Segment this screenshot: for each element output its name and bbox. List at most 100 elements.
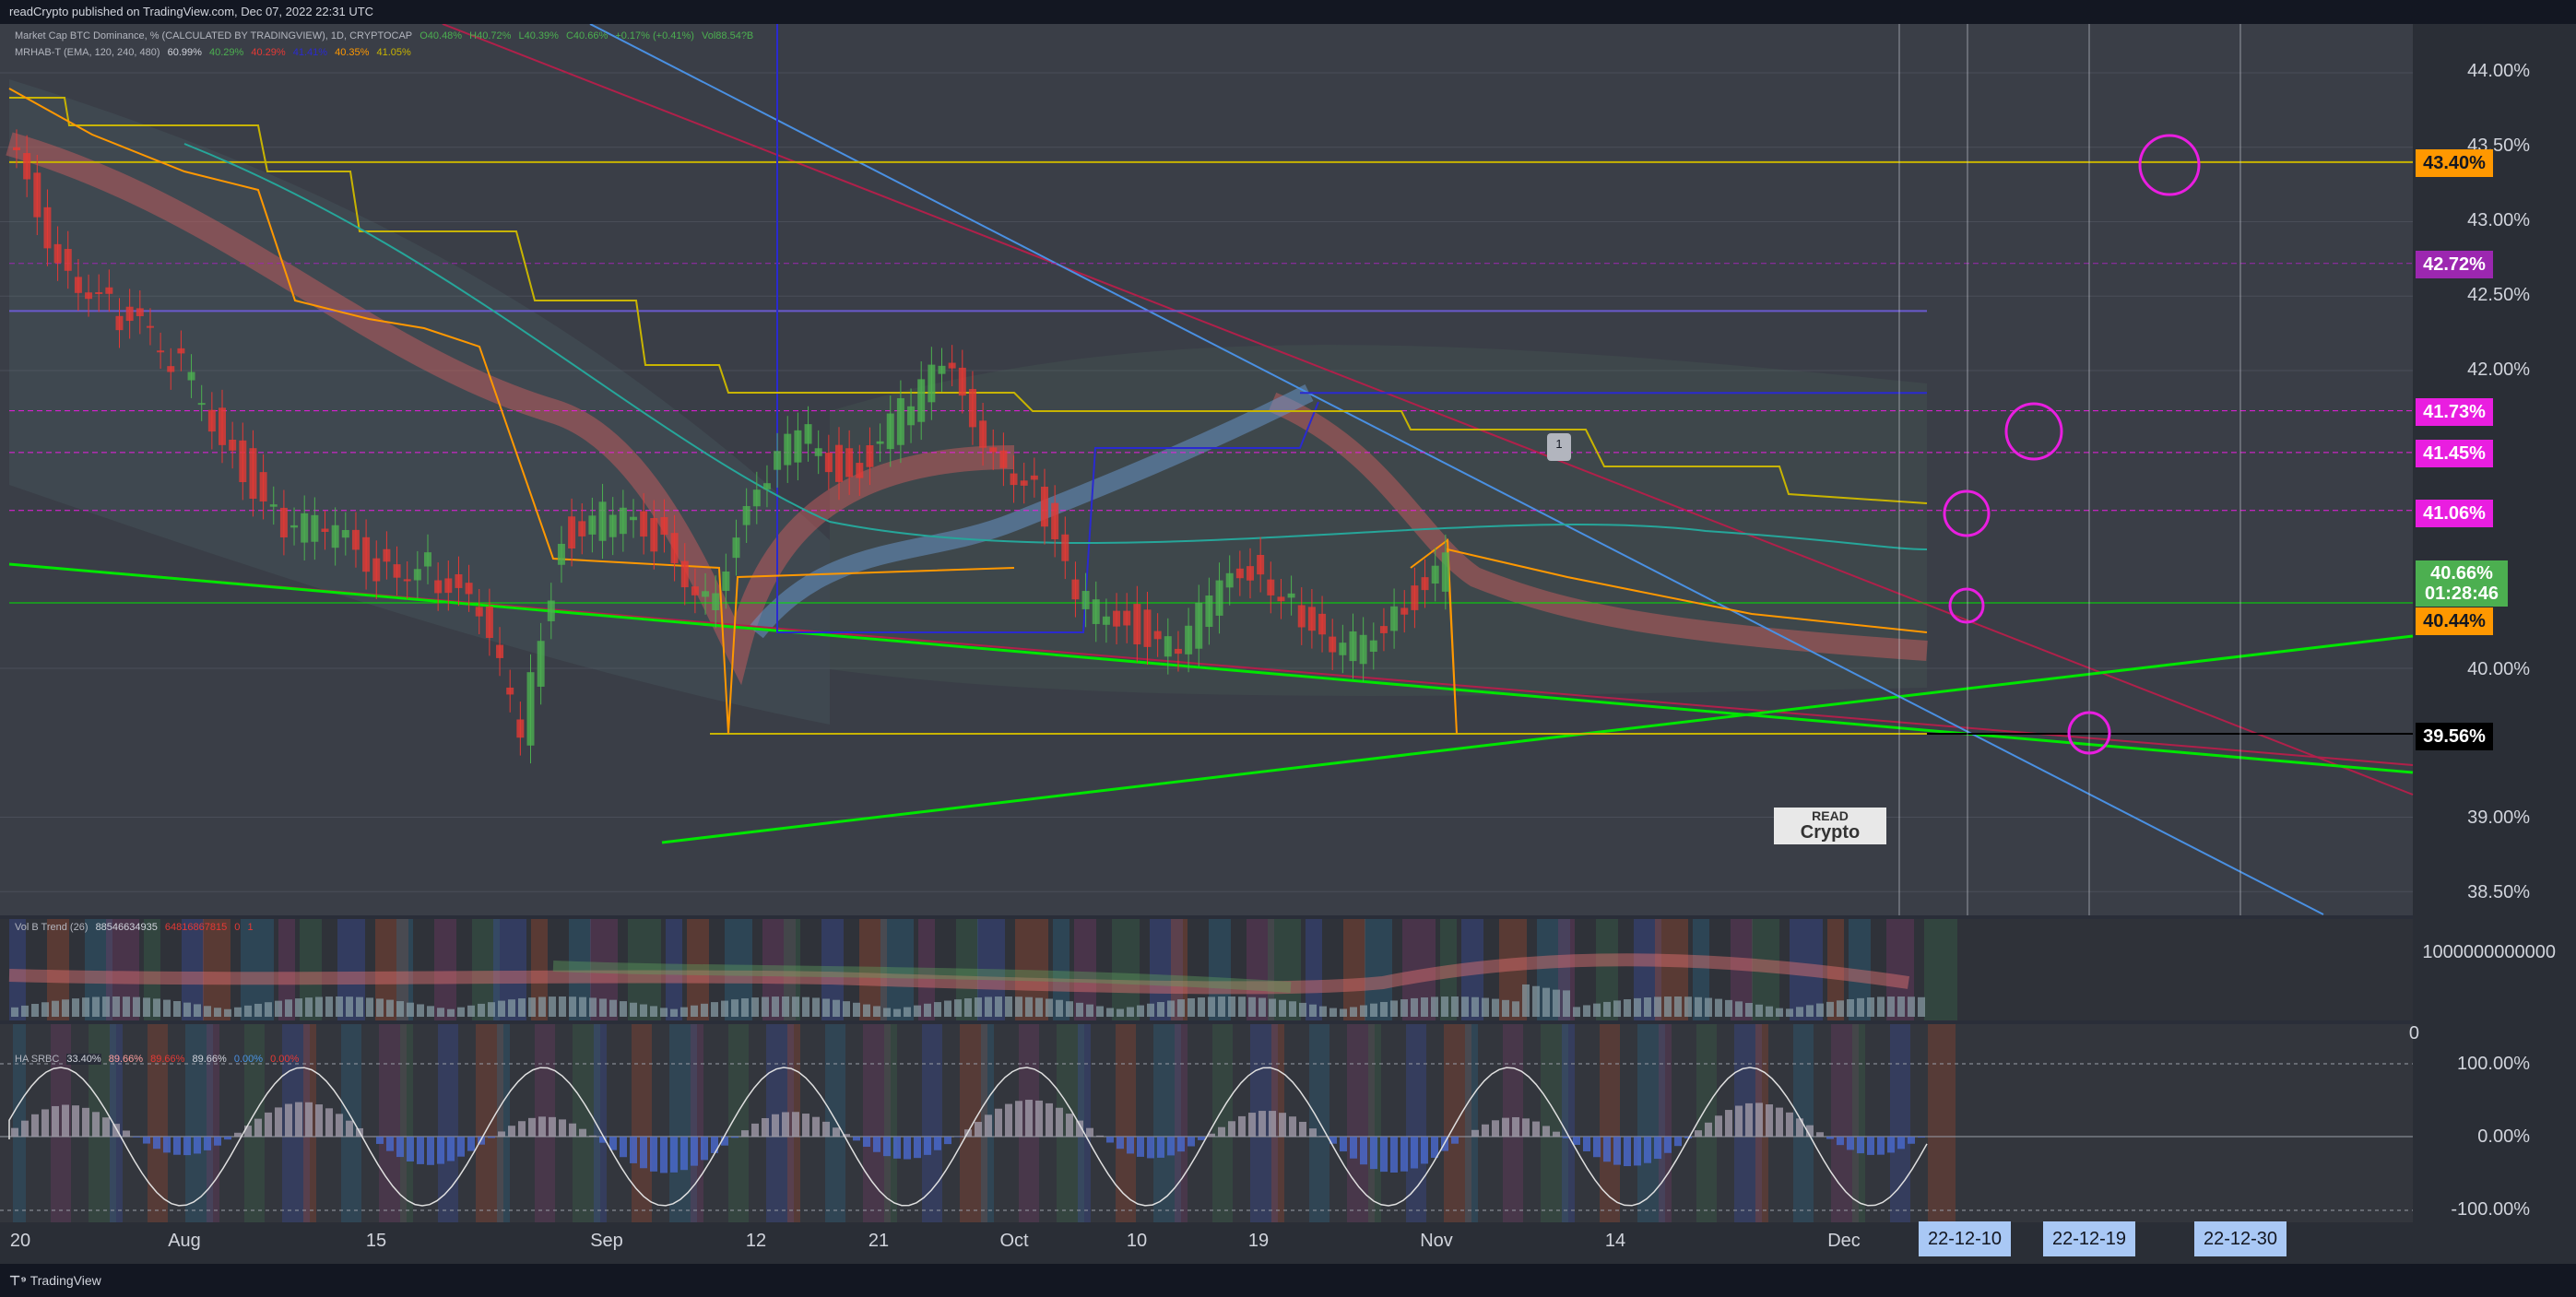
ha-bar: [1451, 1137, 1459, 1144]
volume-bar: [21, 1005, 29, 1017]
ha-bar: [640, 1137, 647, 1169]
ha-bar: [407, 1137, 414, 1161]
ha-bar: [295, 1102, 302, 1137]
volume-bar: [457, 1007, 465, 1017]
candle-body: [928, 364, 936, 403]
candle-body: [742, 506, 750, 525]
ha-bar: [1553, 1131, 1560, 1137]
candle-body: [53, 243, 62, 264]
main-pane[interactable]: [0, 24, 2413, 915]
ha-bar: [1289, 1116, 1296, 1137]
x-tick-label: 21: [868, 1231, 890, 1251]
ha-bar: [995, 1108, 1002, 1137]
ha-bar: [1563, 1137, 1570, 1138]
date-range-label: 22-12-30: [2194, 1221, 2286, 1256]
candle-body: [1411, 585, 1419, 610]
ha-bar: [782, 1112, 789, 1137]
volume-band: [1171, 919, 1188, 1020]
ha-bar: [1086, 1127, 1093, 1137]
candle-body: [1297, 605, 1306, 628]
ha-bar: [1918, 1137, 1925, 1138]
volume-bar: [478, 1003, 485, 1017]
candle-body: [1081, 591, 1090, 609]
candle-body: [125, 306, 134, 322]
blue-trendline: [589, 24, 2324, 915]
ha-bar: [1766, 1104, 1773, 1137]
x-tick-label: Aug: [168, 1231, 201, 1251]
ha-bar: [52, 1105, 59, 1137]
y-tick-label: 40.00%: [2467, 659, 2530, 679]
candle-body: [95, 291, 103, 294]
ha-bar: [1400, 1137, 1408, 1172]
volume-bar: [214, 1008, 221, 1017]
volume-bar: [975, 997, 982, 1017]
candle-body: [1287, 593, 1295, 598]
ha-band: [1078, 1024, 1091, 1222]
volume-bar: [1563, 990, 1570, 1017]
candle-body: [1431, 565, 1439, 584]
ha-bar: [1471, 1129, 1479, 1137]
volume-bar: [1340, 1008, 1347, 1017]
ema-ribbon: [1268, 392, 1928, 661]
volume-bar: [1816, 1003, 1824, 1017]
ha-bar: [1106, 1137, 1114, 1143]
ha-bar: [1532, 1121, 1540, 1137]
volume-bar: [964, 997, 972, 1017]
candle-body: [444, 578, 453, 594]
candle-body: [64, 249, 72, 271]
y-tick-label: 43.00%: [2467, 210, 2530, 230]
brand-text: TradingView: [30, 1273, 101, 1288]
volume-bar: [224, 1008, 231, 1017]
candle-body: [896, 397, 904, 445]
volume-bar: [1127, 1007, 1134, 1017]
ha-bar: [1431, 1137, 1438, 1158]
volume-bar: [173, 1001, 181, 1017]
ha-bar: [1198, 1137, 1205, 1140]
volume-bar: [133, 996, 140, 1017]
candle-body: [455, 574, 463, 588]
ha-bar: [1390, 1137, 1398, 1173]
volume-bar: [995, 996, 1002, 1017]
time-axis[interactable]: [0, 1222, 2576, 1264]
volume-bar: [1066, 1001, 1073, 1017]
volume-bar: [204, 1006, 211, 1017]
ha-bar: [1674, 1137, 1682, 1147]
ha-bar: [1735, 1105, 1743, 1137]
candle-body: [157, 350, 165, 353]
volume-bar: [396, 1001, 404, 1017]
ha-bar: [183, 1137, 191, 1156]
volume-bar: [1502, 999, 1509, 1017]
volume-bar: [1634, 997, 1641, 1017]
candle-body: [999, 450, 1008, 468]
x-tick-label: Nov: [1420, 1231, 1453, 1251]
ha-bar: [1046, 1102, 1053, 1137]
volume-band: [1053, 919, 1069, 1020]
candle-body: [948, 362, 956, 369]
volume-bar: [1411, 997, 1418, 1017]
ha-bar: [1096, 1135, 1104, 1137]
candle-body: [1379, 626, 1388, 633]
volume-axis-top: 1000000000000: [2422, 942, 2556, 962]
ha-band: [691, 1024, 703, 1222]
ha-bar: [1056, 1107, 1063, 1137]
tradingview-logo[interactable]: ⊤⁹ TradingView: [9, 1264, 101, 1297]
volume-bar: [1421, 997, 1428, 1017]
ha-bar: [11, 1127, 18, 1137]
volume-bar: [833, 999, 840, 1017]
ha-band: [148, 1024, 168, 1222]
ha-bar: [1755, 1102, 1763, 1137]
chart-canvas[interactable]: [0, 24, 2576, 1264]
volume-bar: [356, 996, 363, 1017]
candle-body: [702, 591, 710, 597]
volume-bar: [1046, 998, 1053, 1017]
ha-value: 89.66%: [192, 1054, 227, 1065]
ha-band: [669, 1024, 697, 1222]
ha-pane[interactable]: [0, 1024, 2413, 1222]
ha-bar: [650, 1137, 657, 1172]
volume-bar: [1299, 1002, 1306, 1017]
ohlc-close: C40.66%: [565, 30, 609, 41]
ha-bar: [1035, 1100, 1043, 1137]
candle-body: [516, 719, 525, 738]
note-marker[interactable]: 1: [1547, 433, 1571, 461]
volume-bar: [447, 1008, 455, 1017]
